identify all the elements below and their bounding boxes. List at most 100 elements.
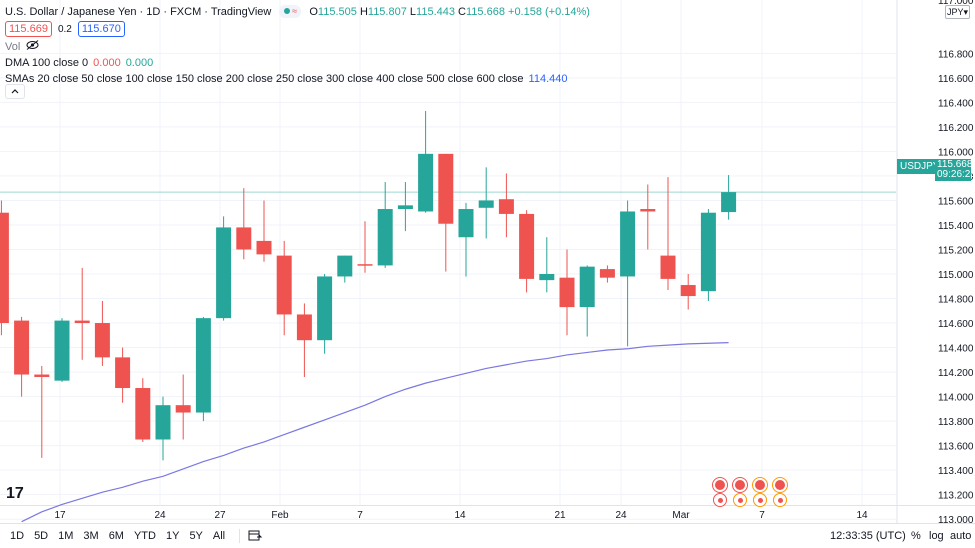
last-price-tag: 115.668 09:26:25 (935, 159, 975, 181)
candle-body (519, 213, 535, 279)
calendar-goto-icon (248, 530, 263, 540)
candle-body (135, 388, 151, 440)
candle-body (498, 199, 514, 214)
time-tick-label: 7 (759, 510, 765, 521)
time-tick-label: 14 (454, 510, 466, 521)
symbol-title[interactable]: U.S. Dollar / Japanese Yen · 1D · FXCM ·… (5, 5, 272, 18)
dma-value-1: 0.000 (93, 57, 121, 69)
price-tick-label: 115.400 (938, 221, 974, 232)
high-label: H (359, 5, 368, 18)
close-value: 115.668 (466, 5, 505, 18)
price-tick-label: 113.000 (938, 515, 974, 523)
volume-label: Vol (5, 40, 21, 53)
time-tick-label: Mar (672, 510, 690, 521)
currency-label: JPY (946, 7, 964, 17)
sell-button[interactable]: 115.669 (5, 21, 52, 37)
auto-scale-toggle[interactable]: auto (950, 530, 972, 542)
candle-body (115, 357, 131, 389)
japan-flag-event-icon[interactable] (773, 493, 787, 507)
price-tick-label: 113.600 (938, 442, 974, 453)
candle-body (296, 314, 312, 341)
volume-legend[interactable]: Vol (5, 40, 39, 53)
percent-scale-toggle[interactable]: % (911, 530, 921, 542)
timeframe-5d[interactable]: 5D (34, 530, 49, 542)
candle-body (458, 209, 474, 238)
price-tick-label: 115.600 (938, 196, 974, 207)
timeframe-1y[interactable]: 1Y (165, 530, 180, 542)
price-tick-label: 113.800 (938, 417, 974, 428)
tradingview-logo[interactable]: 17 (6, 485, 24, 503)
log-scale-toggle[interactable]: log (929, 530, 944, 542)
candle-body (14, 320, 30, 375)
candle-body (559, 277, 575, 308)
timeframe-1m[interactable]: 1M (58, 530, 74, 542)
timeframe-all[interactable]: All (212, 530, 226, 542)
time-tick-label: 24 (154, 510, 166, 521)
price-tick-label: 115.200 (938, 245, 974, 256)
goto-date-button[interactable] (248, 529, 263, 544)
price-tick-label: 114.800 (938, 295, 974, 306)
candle-body (94, 323, 110, 358)
timeframe-ytd[interactable]: YTD (133, 530, 156, 542)
bar-countdown: 09:26:25 (937, 169, 975, 180)
legend-title-row: U.S. Dollar / Japanese Yen · 1D · FXCM ·… (5, 5, 590, 18)
sma-legend[interactable]: SMAs 20 close 50 close 100 close 150 clo… (5, 73, 568, 85)
currency-select[interactable]: JPY▾ (945, 5, 970, 19)
price-tick-label: 114.400 (938, 344, 974, 355)
price-tick-label: 115.000 (938, 270, 974, 281)
price-tick-label: 116.000 (938, 147, 974, 158)
us-flag-event-icon[interactable] (713, 478, 727, 492)
time-tick-label: 27 (214, 510, 226, 521)
timeframe-6m[interactable]: 6M (108, 530, 124, 542)
market-status-icon[interactable]: ≈ (279, 5, 302, 18)
candle-body (74, 320, 90, 324)
candle-body (195, 318, 211, 413)
candle-body (700, 212, 716, 292)
toolbar-divider (239, 529, 241, 543)
time-tick-label: 21 (554, 510, 566, 521)
candle-body (357, 264, 373, 266)
timeframe-3m[interactable]: 3M (83, 530, 99, 542)
candle-body (155, 405, 171, 440)
symbol-price-label: USDJPY (897, 159, 943, 174)
time-tick-label: Feb (271, 510, 289, 521)
japan-flag-event-icon[interactable] (753, 493, 767, 507)
timeframe-1d[interactable]: 1D (10, 530, 25, 542)
chevron-down-icon: ▾ (963, 7, 969, 17)
price-tick-label: 116.800 (938, 49, 974, 60)
low-label: L (409, 5, 417, 18)
timeframe-5y[interactable]: 5Y (189, 530, 203, 542)
dma-label: DMA 100 close 0 (5, 57, 89, 69)
tradingview-logo-text: 17 (6, 485, 24, 502)
sma-label: SMAs 20 close 50 close 100 close 150 clo… (5, 73, 524, 85)
eye-hidden-icon[interactable] (26, 40, 39, 53)
sma-line (21, 342, 729, 523)
candle-body (54, 320, 70, 381)
bid-ask-row: 115.669 0.2 115.670 (5, 21, 125, 37)
price-tick-label: 116.400 (938, 98, 974, 109)
candle-body (276, 255, 292, 315)
dma-value-2: 0.000 (125, 57, 154, 69)
change-value: +0.158 (+0.14%) (508, 5, 590, 18)
us-flag-event-icon[interactable] (733, 478, 747, 492)
dma-legend[interactable]: DMA 100 close 0 0.000 0.000 (5, 57, 153, 69)
japan-flag-event-icon[interactable] (733, 493, 747, 507)
high-value: 115.807 (367, 5, 407, 18)
candle-body (478, 200, 494, 208)
japan-flag-event-icon[interactable] (713, 493, 727, 507)
utc-clock[interactable]: 12:33:35 (UTC) (830, 530, 906, 542)
us-flag-event-icon[interactable] (773, 478, 787, 492)
buy-button[interactable]: 115.670 (77, 21, 125, 37)
collapse-legend-button[interactable] (5, 84, 25, 99)
time-tick-label: 17 (54, 510, 66, 521)
candle-body (418, 153, 434, 212)
close-label: C (458, 5, 466, 18)
candle-body (397, 205, 413, 210)
us-flag-event-icon[interactable] (753, 478, 767, 492)
time-tick-label: 7 (357, 510, 363, 521)
price-chart[interactable]: 116.800 116.600 116.400 116.200 116.000 115.8… (0, 0, 975, 523)
candle-body (337, 255, 353, 277)
low-value: 115.443 (416, 5, 455, 18)
sma-value: 114.440 (528, 73, 568, 85)
candle-body (680, 285, 696, 297)
